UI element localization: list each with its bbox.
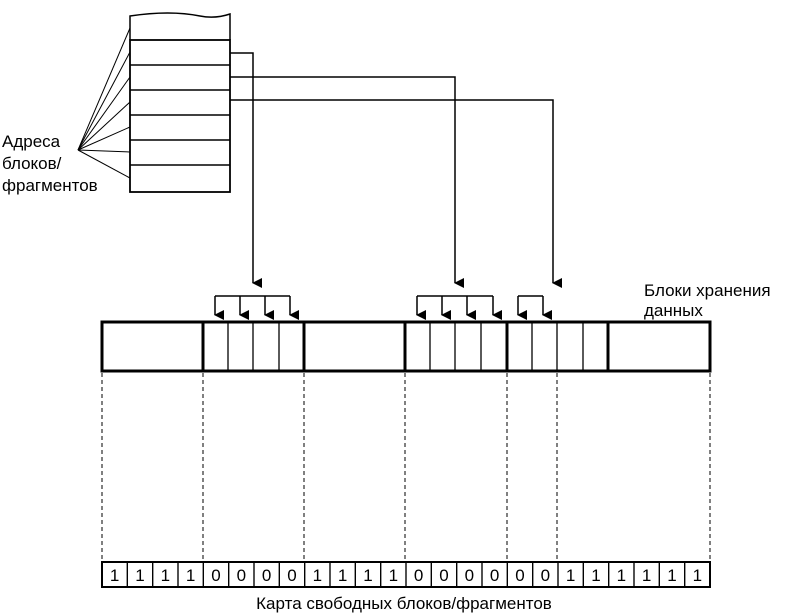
storage-blocks — [100, 320, 712, 373]
address-label-line-2: блоков/ — [2, 154, 62, 173]
free-map-bit: 1 — [363, 566, 372, 585]
free-map-bit: 0 — [541, 566, 550, 585]
free-map-bit: 1 — [313, 566, 322, 585]
storage-label-line-1: Блоки хранения — [644, 281, 771, 300]
address-fan-lines — [77, 27, 131, 179]
dashed-guides — [101, 373, 711, 560]
address-label-line-1: Адреса — [2, 132, 61, 151]
free-map-bit: 1 — [642, 566, 651, 585]
free-map-bit: 0 — [237, 566, 246, 585]
address-label-line-3: фрагментов — [2, 176, 98, 195]
storage-label-line-2: данных — [644, 301, 703, 320]
free-map-bit: 1 — [591, 566, 600, 585]
free-map-caption: Карта свободных блоков/фрагментов — [256, 594, 552, 613]
free-map-bit: 0 — [515, 566, 524, 585]
fragment-brackets — [214, 295, 552, 320]
free-map-bit: 1 — [186, 566, 195, 585]
free-map-bit: 0 — [490, 566, 499, 585]
free-map-bit: 0 — [414, 566, 423, 585]
free-map-bit: 1 — [389, 566, 398, 585]
storage-label: Блоки хранения данных — [644, 281, 775, 320]
free-map-bit: 1 — [617, 566, 626, 585]
free-map-bit: 1 — [135, 566, 144, 585]
free-map-bit: 0 — [439, 566, 448, 585]
free-map-bit: 1 — [693, 566, 702, 585]
address-label: Адреса блоков/ фрагментов — [2, 132, 98, 195]
free-map-bit: 1 — [667, 566, 676, 585]
free-map-bit: 0 — [465, 566, 474, 585]
free-map-bit: 1 — [338, 566, 347, 585]
free-map-bit: 1 — [161, 566, 170, 585]
free-map-bit: 0 — [211, 566, 220, 585]
free-map-frame — [101, 561, 711, 588]
address-table — [129, 12, 231, 193]
free-map-bit: 0 — [287, 566, 296, 585]
free-map-bit: 1 — [110, 566, 119, 585]
free-map-bit: 0 — [262, 566, 271, 585]
pointer-lines — [230, 52, 562, 288]
free-map-bit: 1 — [566, 566, 575, 585]
